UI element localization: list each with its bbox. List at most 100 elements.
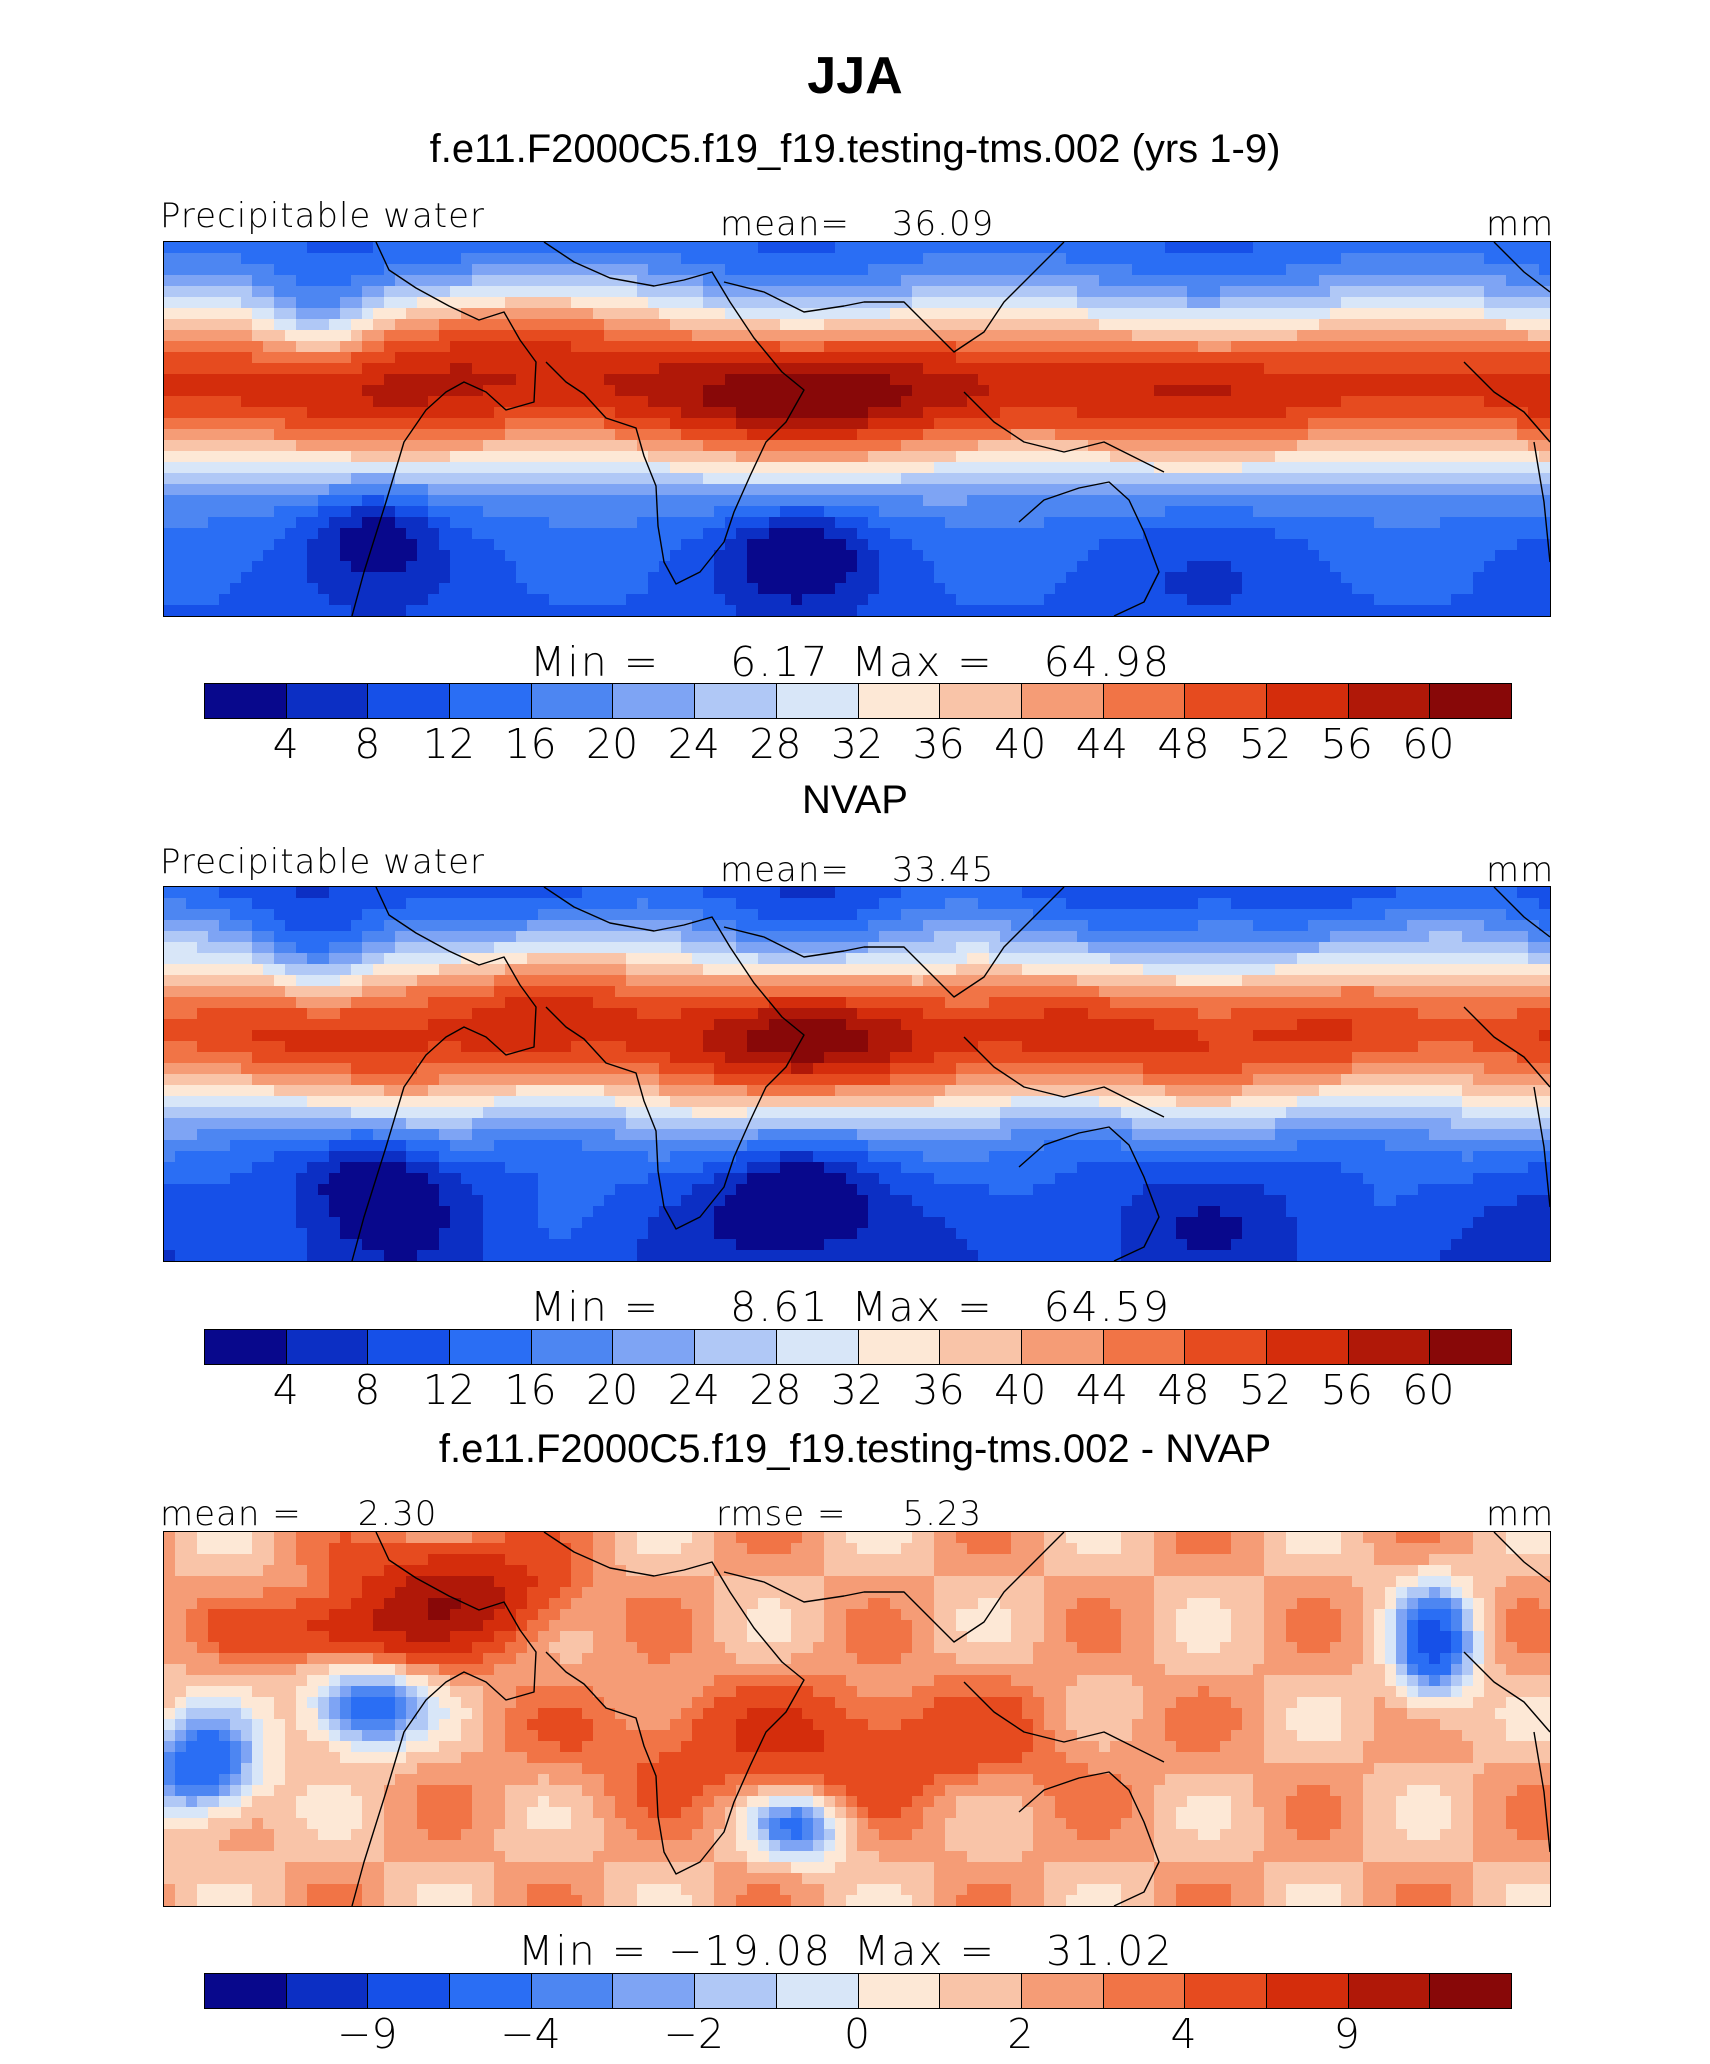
panel3-minmax: Min = −19.08 Max = 31.02 (518, 1927, 1173, 1975)
colorbar-cell (940, 684, 1022, 718)
colorbar-cell (613, 684, 696, 718)
panel2-units: mm (1486, 850, 1555, 890)
colorbar-cell (776, 684, 859, 718)
colorbar-cell (1185, 684, 1267, 718)
colorbar-cell (695, 1330, 777, 1364)
panel2-max-value: 64.59 (1043, 1283, 1171, 1331)
colorbar-tick-label: 44 (1075, 720, 1128, 768)
colorbar-tick-label: 0 (843, 2010, 871, 2058)
colorbar-tick-label: 28 (749, 1366, 802, 1414)
panel2-minmax: Min = 8.61 Max = 64.59 (530, 1283, 1171, 1331)
colorbar-tick-label: 12 (422, 1366, 475, 1414)
panel1-max-label: Max = (851, 638, 994, 686)
colorbar-cell (858, 684, 941, 718)
colorbar-cell (1185, 1330, 1267, 1364)
panel2-colorbar-ticks: 4 8 12 16 20 24 28 32 36 40 44 48 52 56 60 (204, 1366, 1510, 1416)
panel3-colorbar-ticks: −9 −4 −2 0 2 4 9 (204, 2010, 1510, 2060)
colorbar-tick-label: 48 (1157, 720, 1210, 768)
colorbar-cell (940, 1330, 1022, 1364)
colorbar-cell (776, 1974, 859, 2008)
colorbar-tick-label: 36 (912, 1366, 965, 1414)
colorbar-tick-label: 56 (1320, 720, 1373, 768)
panel2-min-label: Min = (530, 1283, 661, 1331)
colorbar-cell (1430, 684, 1511, 718)
colorbar-cell (1266, 1974, 1349, 2008)
colorbar-cell (1021, 1974, 1104, 2008)
panel3-rmse: rmse = 5.23 (716, 1494, 982, 1534)
colorbar-tick-label: 2 (1007, 2010, 1034, 2058)
panel3-min-value: −19.08 (668, 1927, 832, 1975)
panel1-mean-label: mean= (720, 204, 850, 244)
panel2-mean: mean= 33.45 (720, 850, 994, 890)
panel3-max-value: 31.02 (1046, 1927, 1174, 1975)
colorbar-cell (858, 1330, 941, 1364)
panel3-rmse-label: rmse = (716, 1494, 847, 1534)
colorbar-cell (205, 1330, 287, 1364)
panel1-map (163, 241, 1551, 617)
colorbar-tick-label: 40 (994, 720, 1047, 768)
colorbar-cell (286, 684, 369, 718)
colorbar-tick-label: 48 (1157, 1366, 1210, 1414)
panel1-min-value: 6.17 (730, 638, 830, 686)
colorbar-cell (531, 1330, 614, 1364)
colorbar-cell (940, 1974, 1022, 2008)
panel2-mean-value: 33.45 (891, 850, 995, 890)
colorbar-cell (368, 684, 451, 718)
panel2-title: NVAP (802, 778, 908, 822)
colorbar-cell (613, 1974, 696, 2008)
colorbar-tick-label: 9 (1333, 2010, 1360, 2058)
colorbar-tick-label: 4 (1170, 2010, 1197, 2058)
colorbar-cell (1266, 684, 1349, 718)
colorbar-tick-label: 32 (830, 720, 884, 768)
colorbar-cell (695, 684, 777, 718)
panel2-variable: Precipitable water (160, 842, 486, 882)
panel1-colorbar (204, 683, 1512, 719)
colorbar-cell (450, 684, 532, 718)
colorbar-cell (1103, 1330, 1186, 1364)
panel1-max-value: 64.98 (1043, 638, 1171, 686)
colorbar-tick-label: 20 (586, 1366, 639, 1414)
panel3-mean: mean = 2.30 (160, 1494, 437, 1534)
panel3-mean-label: mean = (160, 1494, 302, 1534)
colorbar-tick-label: 60 (1402, 720, 1455, 768)
colorbar-cell (1103, 684, 1186, 718)
panel3-mean-value: 2.30 (357, 1494, 438, 1534)
colorbar-cell (695, 1974, 777, 2008)
colorbar-tick-label: 16 (504, 720, 557, 768)
colorbar-cell (1266, 1330, 1349, 1364)
colorbar-tick-label: 8 (354, 720, 381, 768)
colorbar-tick-label: 44 (1075, 1366, 1128, 1414)
colorbar-tick-label: 60 (1402, 1366, 1455, 1414)
panel1-title: f.e11.F2000C5.f19_f19.testing-tms.002 (y… (429, 127, 1281, 171)
colorbar-tick-label: 12 (422, 720, 475, 768)
colorbar-tick-label: 32 (830, 1366, 884, 1414)
panel1-min-label: Min = (530, 638, 661, 686)
panel1-units: mm (1486, 204, 1555, 244)
panel1-mean: mean= 36.09 (720, 204, 994, 244)
colorbar-cell (450, 1330, 532, 1364)
colorbar-tick-label: −4 (500, 2010, 561, 2058)
colorbar-tick-label: 52 (1239, 720, 1292, 768)
colorbar-tick-label: 24 (667, 1366, 720, 1414)
colorbar-tick-label: 16 (504, 1366, 557, 1414)
colorbar-cell (1185, 1974, 1267, 2008)
colorbar-cell (1021, 684, 1104, 718)
colorbar-tick-label: 52 (1239, 1366, 1292, 1414)
colorbar-cell (368, 1974, 451, 2008)
colorbar-cell (1430, 1330, 1511, 1364)
colorbar-tick-label: 40 (994, 1366, 1047, 1414)
colorbar-tick-label: 24 (667, 720, 720, 768)
colorbar-cell (1348, 1974, 1431, 2008)
panel3-rmse-value: 5.23 (902, 1494, 983, 1534)
colorbar-cell (450, 1974, 532, 2008)
colorbar-cell (286, 1330, 369, 1364)
colorbar-cell (205, 684, 287, 718)
figure-title: JJA (807, 47, 903, 105)
colorbar-tick-label: 20 (586, 720, 639, 768)
panel3-colorbar (204, 1973, 1512, 2009)
colorbar-tick-label: 4 (272, 1366, 299, 1414)
colorbar-cell (286, 1974, 369, 2008)
colorbar-tick-label: −9 (337, 2010, 398, 2058)
panel2-map (163, 886, 1551, 1262)
colorbar-cell (1430, 1974, 1511, 2008)
